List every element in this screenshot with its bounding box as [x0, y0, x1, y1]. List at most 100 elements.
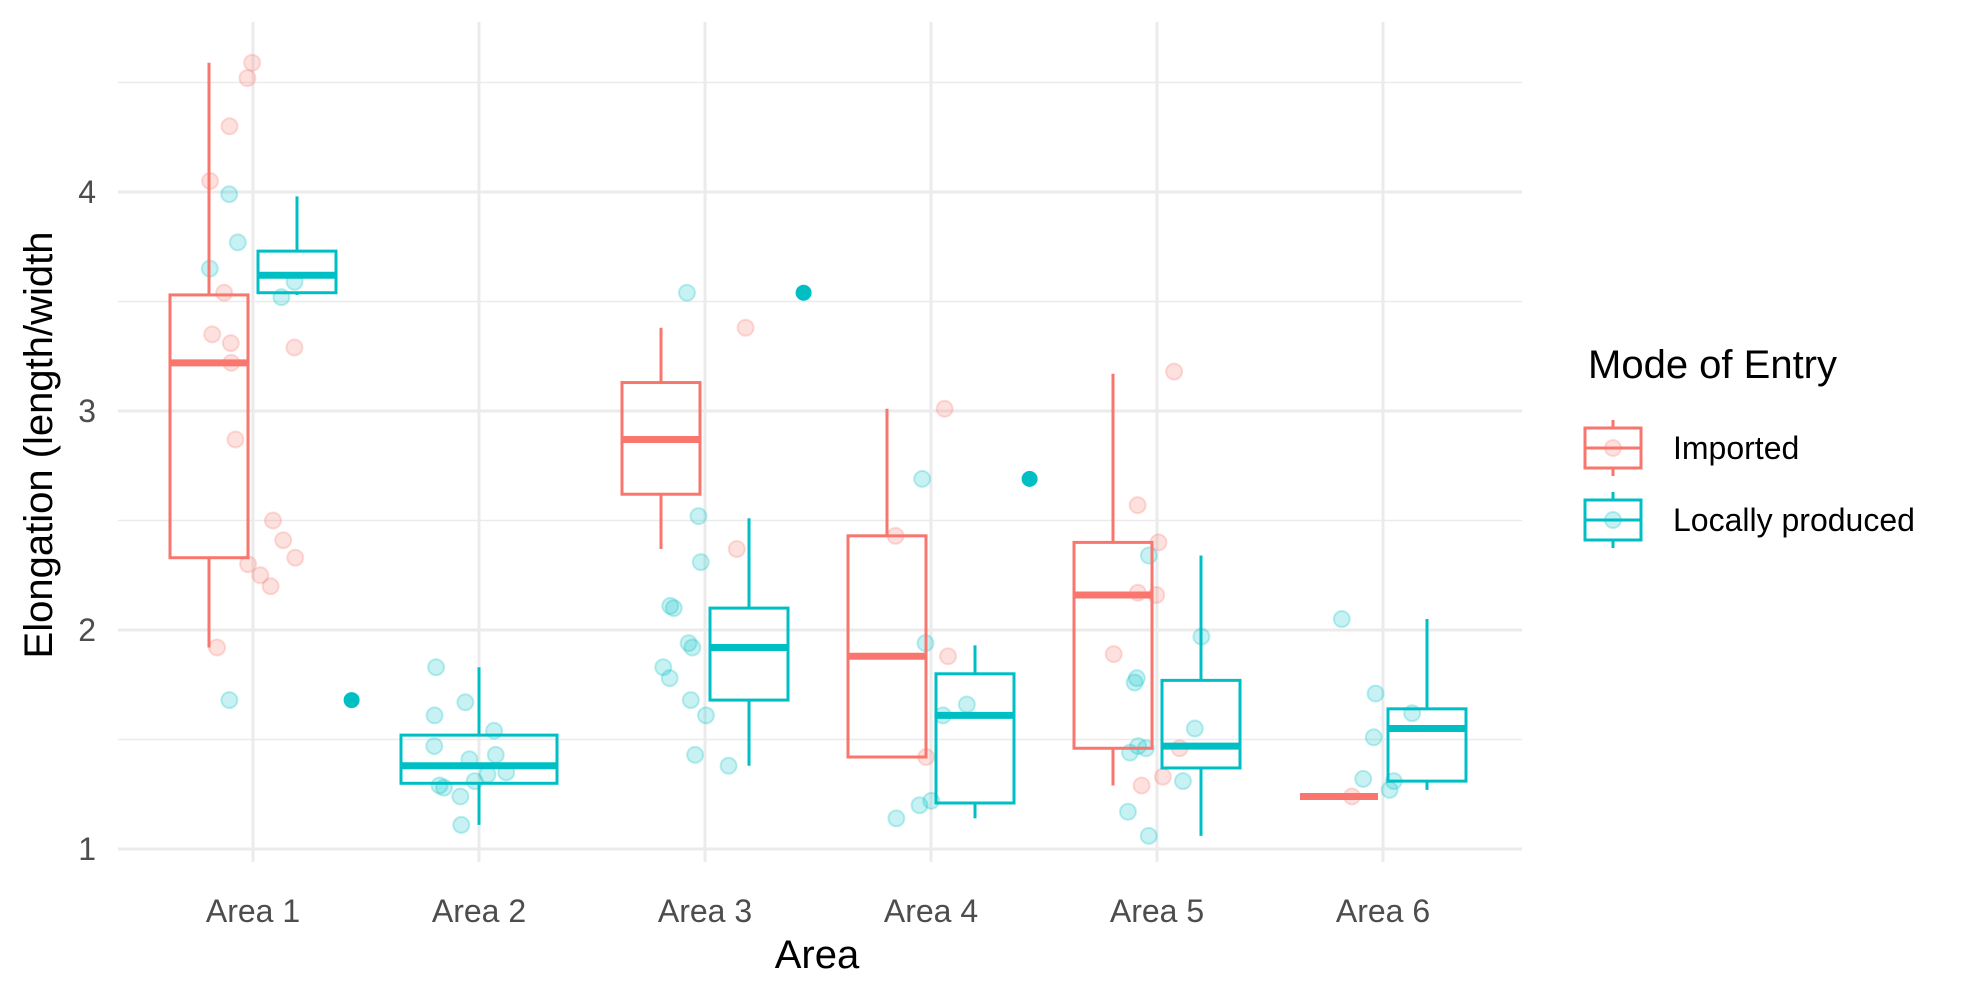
data-point [1104, 645, 1123, 664]
legend-label: Locally produced [1673, 502, 1915, 538]
x-axis-ticks: Area 1 Area 2 Area 3 Area 4 Area 5 Area 6 [206, 893, 1430, 929]
data-point [887, 809, 906, 828]
plot-area [168, 53, 1468, 845]
data-point [696, 706, 715, 725]
box-imported [620, 327, 702, 549]
data-point [1139, 546, 1158, 565]
box-body [708, 606, 790, 702]
outlier-point [1021, 470, 1038, 487]
data-point [686, 745, 705, 764]
data-point [957, 695, 976, 714]
data-point [939, 647, 958, 666]
data-point [1332, 610, 1351, 629]
data-point [1132, 776, 1151, 795]
x-tick-label: Area 1 [206, 893, 300, 929]
data-point [683, 638, 702, 657]
data-point [1128, 496, 1147, 515]
data-point [486, 745, 505, 764]
data-point [1380, 780, 1399, 799]
x-axis-title: Area [775, 933, 860, 977]
data-point [1127, 669, 1146, 688]
data-point [286, 548, 305, 567]
legend-label: Imported [1673, 430, 1799, 466]
legend-keys: Imported Locally produced [1583, 420, 1915, 548]
box-imported [846, 408, 928, 759]
data-point [226, 430, 245, 449]
data-point [654, 658, 673, 677]
data-point [425, 737, 444, 756]
data-point [285, 338, 304, 357]
legend: Mode of Entry Imported Locally produced [1583, 343, 1915, 548]
legend-point [1604, 511, 1622, 529]
data-point [664, 599, 683, 618]
box-locally-produced [708, 284, 812, 766]
y-axis-title: Elongation (length/width [17, 232, 61, 659]
data-point [228, 233, 247, 252]
legend-key-locally-produced: Locally produced [1583, 492, 1915, 548]
box-locally-produced [934, 470, 1038, 819]
data-point [1153, 767, 1172, 786]
x-tick-label: Area 3 [658, 893, 752, 929]
outlier-point [343, 692, 360, 709]
x-tick-label: Area 4 [884, 893, 978, 929]
data-point [1354, 769, 1373, 788]
legend-point [1604, 439, 1622, 457]
data-point [1165, 362, 1184, 381]
legend-title: Mode of Entry [1588, 343, 1837, 387]
data-point [430, 776, 449, 795]
data-point [220, 117, 239, 136]
y-tick-label: 1 [78, 831, 96, 867]
box-locally-produced [399, 667, 559, 825]
x-tick-label: Area 2 [432, 893, 526, 929]
y-tick-label: 3 [78, 393, 96, 429]
box-body [168, 293, 250, 560]
data-point [451, 787, 470, 806]
data-point [221, 334, 240, 353]
box-body [1386, 707, 1468, 783]
x-tick-label: Area 5 [1110, 893, 1204, 929]
box-body [1160, 678, 1242, 770]
box-body [846, 534, 928, 759]
box-body [1072, 540, 1154, 750]
data-point [215, 283, 234, 302]
data-point [681, 691, 700, 710]
data-point [1366, 684, 1385, 703]
outlier-point [795, 284, 812, 301]
data-point [208, 638, 227, 657]
data-point [452, 815, 471, 834]
box-locally-produced [256, 196, 360, 709]
data-point [1129, 737, 1148, 756]
data-point [274, 531, 293, 550]
box-locally-produced [1386, 619, 1468, 790]
data-point [220, 185, 239, 204]
grid [118, 22, 1522, 862]
data-point [238, 69, 257, 88]
data-point [456, 693, 475, 712]
box-imported [1072, 373, 1154, 786]
box-imported [168, 62, 250, 648]
data-point [691, 553, 710, 572]
data-point [203, 325, 222, 344]
data-point [660, 669, 679, 688]
box-locally-produced [1160, 555, 1242, 836]
data-point [661, 596, 680, 615]
legend-key-imported: Imported [1583, 420, 1799, 476]
data-point [689, 507, 708, 526]
data-point [719, 756, 738, 775]
box-body [934, 672, 1016, 805]
data-point [425, 706, 444, 725]
data-point [1173, 772, 1192, 791]
data-point [1118, 802, 1137, 821]
data-point [910, 796, 929, 815]
data-point [263, 511, 282, 530]
box-body [399, 733, 559, 785]
data-point [243, 53, 262, 72]
data-point [677, 283, 696, 302]
y-axis-ticks: 1 2 3 4 [78, 174, 96, 867]
data-point [1125, 673, 1144, 692]
data-point [727, 539, 746, 558]
data-point [1185, 719, 1204, 738]
data-point [736, 318, 755, 337]
data-point [261, 577, 280, 596]
